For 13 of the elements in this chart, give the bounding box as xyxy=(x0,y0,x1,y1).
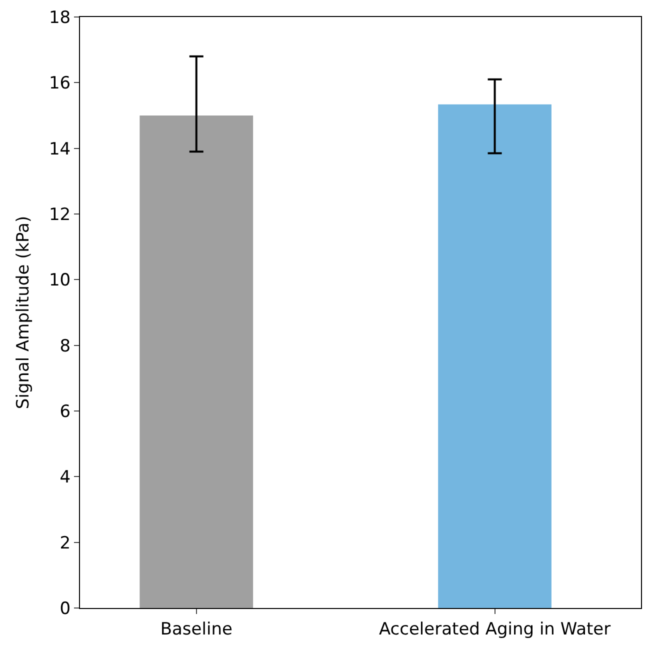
x-tick-label: Baseline xyxy=(160,619,232,640)
y-axis-title: Signal Amplitude (kPa) xyxy=(14,216,34,410)
y-tick-label: 0 xyxy=(60,598,71,619)
y-tick-label: 18 xyxy=(48,8,71,28)
y-tick-label: 10 xyxy=(48,270,71,291)
y-tick-label: 12 xyxy=(48,204,71,225)
y-tick-label: 4 xyxy=(60,468,71,488)
y-tick-label: 6 xyxy=(60,402,71,422)
y-tick-label: 2 xyxy=(60,533,71,554)
y-tick-label: 16 xyxy=(48,74,71,94)
y-tick-label: 14 xyxy=(48,139,71,160)
x-tick-label: Accelerated Aging in Water xyxy=(378,619,611,640)
y-tick-label: 8 xyxy=(60,336,71,356)
